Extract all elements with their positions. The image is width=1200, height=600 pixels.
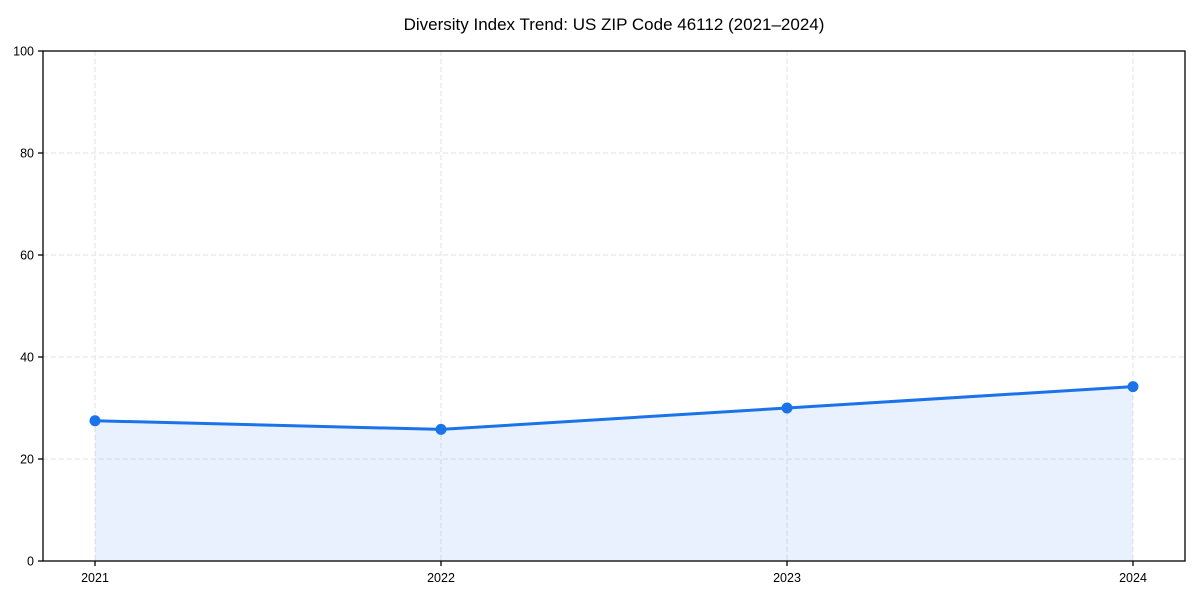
data-point-marker	[781, 402, 793, 414]
y-axis-tick-label: 20	[20, 453, 34, 467]
x-axis-tick-label: 2022	[427, 571, 455, 585]
series-layer	[89, 381, 1139, 561]
data-point-marker	[1127, 381, 1139, 393]
chart-title: Diversity Index Trend: US ZIP Code 46112…	[404, 15, 825, 34]
axes-layer	[38, 50, 1186, 566]
y-axis-tick-label: 0	[27, 555, 34, 569]
data-point-marker	[435, 423, 447, 435]
y-axis-tick-label: 40	[20, 351, 34, 365]
labels-layer: 0 20 40 60 80 100 2021 2022 2023 2024	[13, 45, 1147, 586]
data-point-marker	[89, 415, 101, 427]
y-axis-tick-label: 60	[20, 249, 34, 263]
y-axis-tick-label: 80	[20, 147, 34, 161]
x-axis-tick-label: 2024	[1119, 571, 1147, 585]
plot-border	[42, 50, 1186, 562]
x-axis-tick-label: 2021	[81, 571, 109, 585]
area-fill	[95, 386, 1133, 561]
y-axis-tick-label: 100	[13, 45, 34, 59]
x-axis-tick-label: 2023	[773, 571, 801, 585]
trend-line	[93, 385, 1135, 431]
